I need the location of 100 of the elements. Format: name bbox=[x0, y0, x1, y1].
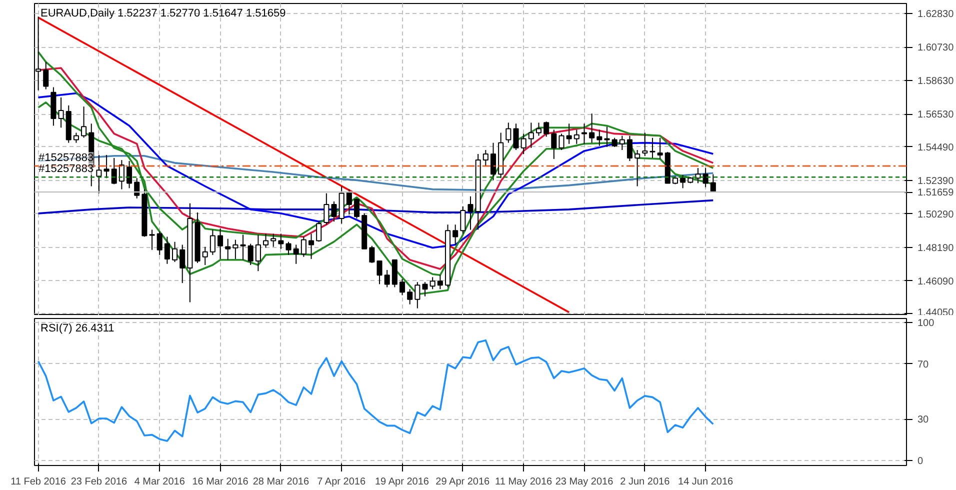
candlestick bbox=[354, 198, 360, 220]
candlestick bbox=[293, 244, 299, 264]
candlestick bbox=[324, 192, 330, 226]
candlestick bbox=[506, 122, 512, 144]
y-tick-label: 1.52390 bbox=[918, 176, 954, 187]
candlestick bbox=[490, 142, 496, 181]
candlestick bbox=[164, 236, 170, 264]
candlestick bbox=[650, 137, 656, 158]
y-tick-label: 0 bbox=[918, 456, 924, 468]
x-tick-label: 11 Feb 2016 bbox=[10, 476, 66, 488]
candlestick bbox=[551, 129, 557, 160]
candlestick bbox=[248, 243, 254, 266]
candlestick bbox=[407, 288, 413, 305]
candlestick bbox=[111, 157, 117, 185]
y-tick-label: 100 bbox=[918, 318, 935, 329]
y-tick-label: 70 bbox=[918, 359, 930, 370]
x-tick-label: 11 May 2016 bbox=[495, 476, 553, 488]
y-tick-label: 1.56530 bbox=[918, 110, 954, 121]
candlestick bbox=[286, 241, 292, 256]
candlestick bbox=[657, 137, 663, 160]
candlestick bbox=[695, 168, 701, 184]
candlestick bbox=[262, 233, 269, 248]
line-series bbox=[37, 92, 714, 249]
candlestick bbox=[210, 229, 216, 256]
annotation: #15257883 bbox=[38, 163, 94, 176]
candlestick bbox=[604, 126, 610, 148]
x-tick-label: 16 Mar 2016 bbox=[192, 476, 249, 488]
candlestick bbox=[126, 160, 132, 189]
x-tick-label: 28 Mar 2016 bbox=[252, 476, 310, 488]
candlestick bbox=[149, 229, 155, 250]
candlestick bbox=[452, 224, 458, 246]
candlestick bbox=[702, 168, 708, 188]
x-tick-label: 29 Apr 2016 bbox=[436, 476, 490, 488]
candlestick bbox=[414, 282, 420, 309]
candlestick bbox=[528, 122, 534, 148]
candlestick bbox=[308, 233, 314, 260]
chart-title: EURAUD,Daily 1.52237 1.52770 1.51647 1.51659 bbox=[40, 8, 286, 20]
candlestick bbox=[544, 121, 550, 138]
candlestick bbox=[376, 260, 382, 285]
candlestick bbox=[566, 123, 572, 144]
candlestick bbox=[642, 132, 648, 157]
candlestick bbox=[422, 282, 428, 297]
line-series bbox=[37, 155, 714, 192]
candlestick bbox=[536, 122, 542, 136]
candlestick bbox=[73, 132, 79, 144]
x-tick-label: 19 Apr 2016 bbox=[375, 476, 430, 488]
candlestick bbox=[612, 137, 618, 148]
y-tick-label: 1.60730 bbox=[918, 42, 954, 54]
candlestick bbox=[513, 123, 519, 150]
candlestick bbox=[589, 113, 595, 144]
candlestick bbox=[180, 244, 186, 284]
candlestick bbox=[156, 231, 162, 256]
candlestick bbox=[468, 196, 474, 230]
candlestick bbox=[172, 241, 178, 262]
candlestick bbox=[437, 274, 443, 290]
y-tick-label: 30 bbox=[918, 414, 930, 426]
y-tick-label: 1.58630 bbox=[918, 76, 954, 88]
x-tick-label: 7 Apr 2016 bbox=[317, 476, 366, 488]
candlestick bbox=[460, 206, 466, 234]
y-tick-label: 1.62830 bbox=[918, 9, 954, 20]
candlestick bbox=[346, 188, 352, 216]
x-tick-label: 4 Mar 2016 bbox=[134, 476, 186, 488]
candlestick bbox=[202, 246, 208, 266]
candlestick bbox=[581, 123, 588, 144]
candlestick bbox=[558, 133, 564, 150]
candlestick bbox=[331, 200, 337, 222]
candlestick bbox=[58, 96, 64, 128]
candlestick bbox=[399, 278, 406, 296]
candlestick bbox=[270, 233, 276, 248]
candlestick bbox=[134, 178, 140, 199]
y-tick-label: 1.54490 bbox=[918, 142, 954, 154]
candlestick bbox=[81, 106, 87, 138]
candlestick bbox=[300, 236, 306, 258]
x-tick-label: 23 Feb 2016 bbox=[70, 476, 128, 488]
y-tick-label: 1.50290 bbox=[918, 209, 954, 220]
annotation: #15257883 bbox=[38, 152, 94, 164]
y-tick-label: 1.46090 bbox=[918, 276, 954, 288]
candlestick bbox=[316, 221, 322, 242]
candlestick bbox=[482, 149, 488, 167]
ref-line-label: 1.51659 bbox=[918, 188, 954, 199]
candlestick bbox=[520, 133, 526, 154]
candlestick bbox=[384, 269, 390, 288]
candlestick bbox=[255, 234, 261, 272]
x-tick-label: 14 Jun 2016 bbox=[678, 476, 734, 488]
candlestick bbox=[680, 174, 686, 189]
candlestick bbox=[278, 233, 284, 250]
candlestick bbox=[596, 129, 602, 146]
candlestick bbox=[369, 245, 375, 264]
candlestick bbox=[225, 238, 231, 260]
y-tick-label: 1.48190 bbox=[918, 242, 954, 254]
candlestick bbox=[218, 228, 224, 260]
candlestick bbox=[619, 135, 625, 150]
chart-title: RSI(7) 26.4311 bbox=[40, 322, 114, 334]
candlestick bbox=[118, 160, 124, 190]
line-series bbox=[37, 339, 714, 442]
candlestick bbox=[634, 149, 640, 187]
candlestick bbox=[43, 61, 49, 90]
candlestick bbox=[232, 239, 238, 260]
candlestick bbox=[96, 154, 102, 194]
candlestick bbox=[430, 276, 436, 290]
